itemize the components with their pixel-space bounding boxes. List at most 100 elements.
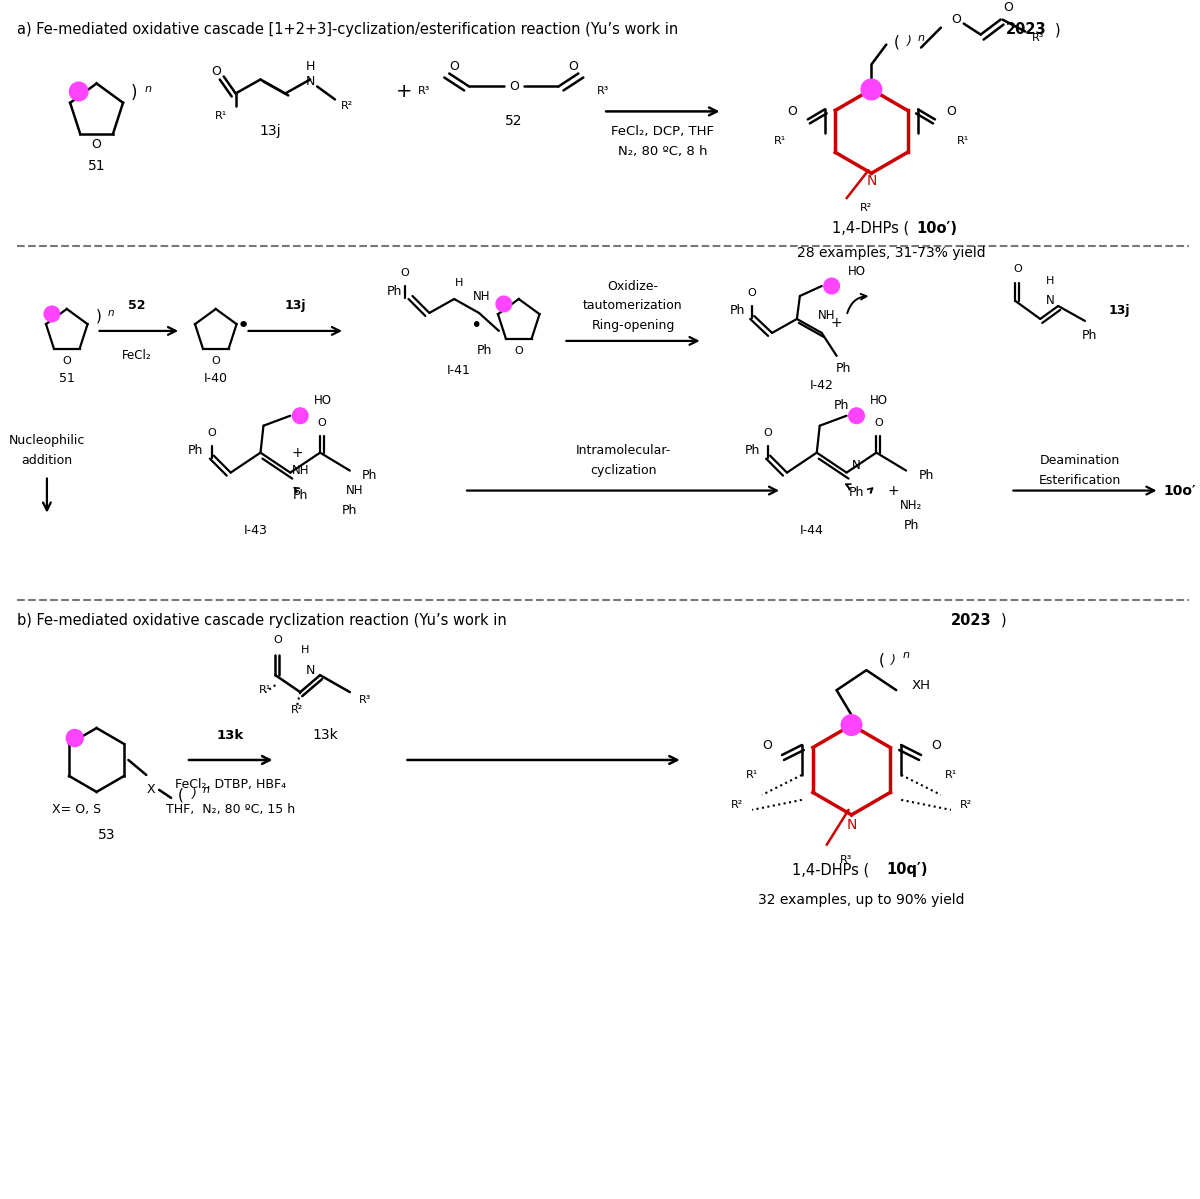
Text: O: O <box>211 356 220 366</box>
Text: HO: HO <box>314 394 332 408</box>
Text: Ph: Ph <box>1082 330 1098 343</box>
Text: O: O <box>208 428 216 438</box>
Text: H: H <box>1046 276 1055 287</box>
Circle shape <box>824 278 839 294</box>
Text: N: N <box>852 459 860 472</box>
Text: n: n <box>145 84 151 95</box>
Text: R²: R² <box>731 800 744 809</box>
Text: 53: 53 <box>97 827 115 842</box>
Text: R²: R² <box>341 102 353 112</box>
Text: +: + <box>396 82 413 101</box>
Text: R³: R³ <box>598 86 610 96</box>
Text: (: ( <box>878 652 884 668</box>
Text: I-41: I-41 <box>448 364 472 378</box>
Text: O: O <box>946 104 955 118</box>
Text: 13j: 13j <box>259 125 281 138</box>
Text: 13k: 13k <box>312 728 338 742</box>
Text: R¹: R¹ <box>259 685 271 695</box>
Text: Ph: Ph <box>848 486 864 499</box>
Text: H: H <box>301 645 310 655</box>
Text: Ph: Ph <box>362 469 378 482</box>
Text: O: O <box>515 345 523 356</box>
Text: N: N <box>1046 295 1055 307</box>
Text: ): ) <box>1001 613 1006 628</box>
Text: a) Fe-mediated oxidative cascade [1+2+3]-cyclization/esterification reaction (Yu: a) Fe-mediated oxidative cascade [1+2+3]… <box>17 22 683 37</box>
Text: Ph: Ph <box>342 504 358 517</box>
Text: I-43: I-43 <box>244 524 268 537</box>
Text: tautomerization: tautomerization <box>583 300 683 313</box>
Text: 13j: 13j <box>1109 305 1130 318</box>
Text: +: + <box>830 317 842 330</box>
Text: Ph: Ph <box>744 444 760 457</box>
Text: HO: HO <box>870 394 888 408</box>
Text: 13k: 13k <box>217 729 245 741</box>
Text: 52: 52 <box>127 300 145 313</box>
Text: 1,4-DHPs (: 1,4-DHPs ( <box>832 221 908 236</box>
Text: O: O <box>874 417 883 428</box>
Text: O: O <box>763 428 773 438</box>
Text: XH: XH <box>912 679 930 692</box>
Text: ): ) <box>890 653 895 667</box>
Text: O: O <box>950 13 961 26</box>
Text: X: X <box>146 783 156 796</box>
Text: 1,4-DHPs (: 1,4-DHPs ( <box>792 862 869 878</box>
Text: O: O <box>91 138 102 151</box>
Text: Ph: Ph <box>188 444 204 457</box>
Text: Ph: Ph <box>476 344 492 357</box>
Text: R¹: R¹ <box>956 137 968 146</box>
Text: 51: 51 <box>59 373 74 385</box>
Text: N: N <box>306 76 314 88</box>
Text: 10o′: 10o′ <box>1163 483 1195 498</box>
Text: NH: NH <box>346 484 364 498</box>
Text: Nucleophilic: Nucleophilic <box>8 434 85 447</box>
Text: R²: R² <box>860 203 872 213</box>
Text: 2023: 2023 <box>950 613 991 628</box>
Text: R¹: R¹ <box>746 770 758 779</box>
Text: FeCl₂: FeCl₂ <box>121 349 151 362</box>
Text: FeCl₂, DCP, THF: FeCl₂, DCP, THF <box>611 125 714 138</box>
Text: O: O <box>272 635 282 645</box>
Text: Ph: Ph <box>386 284 402 297</box>
Text: Esterification: Esterification <box>1039 474 1121 487</box>
Text: N: N <box>306 664 314 676</box>
Text: ): ) <box>96 308 102 324</box>
Text: N: N <box>866 174 876 188</box>
Text: Intramolecular-: Intramolecular- <box>576 444 671 457</box>
Text: 13j: 13j <box>284 300 306 313</box>
Text: R³: R³ <box>840 855 853 864</box>
Text: Ph: Ph <box>293 489 308 502</box>
Text: I-44: I-44 <box>800 524 823 537</box>
Text: HO: HO <box>847 265 865 277</box>
Text: 51: 51 <box>88 159 106 174</box>
Circle shape <box>862 79 881 100</box>
Text: O: O <box>449 60 460 73</box>
Text: O: O <box>211 65 221 78</box>
Text: O: O <box>1003 1 1014 14</box>
Text: O: O <box>318 417 326 428</box>
Text: 10o′): 10o′) <box>916 221 958 236</box>
Text: Ph: Ph <box>918 469 934 482</box>
Text: n: n <box>203 785 209 795</box>
Text: ): ) <box>131 84 138 102</box>
Text: N₂, 80 ºC, 8 h: N₂, 80 ºC, 8 h <box>618 145 708 158</box>
Text: +: + <box>888 483 905 498</box>
Text: 10q′): 10q′) <box>887 862 928 878</box>
Text: R³: R³ <box>419 86 431 96</box>
Circle shape <box>850 408 864 423</box>
Text: R³: R³ <box>359 695 371 705</box>
Text: (: ( <box>178 788 184 802</box>
Text: O: O <box>787 104 797 118</box>
Text: I-42: I-42 <box>810 379 834 392</box>
Text: b) Fe-mediated oxidative cascade ryclization reaction (Yu’s work in: b) Fe-mediated oxidative cascade rycliza… <box>17 613 511 628</box>
Text: •: • <box>236 315 251 336</box>
Text: N: N <box>846 818 857 832</box>
Text: THF,  N₂, 80 ºC, 15 h: THF, N₂, 80 ºC, 15 h <box>166 803 295 817</box>
Text: H: H <box>455 278 463 288</box>
Text: ): ) <box>192 789 197 801</box>
Text: O: O <box>400 269 409 278</box>
Text: 28 examples, 31-73% yield: 28 examples, 31-73% yield <box>797 246 985 260</box>
Text: R¹: R¹ <box>215 112 227 121</box>
Text: R²: R² <box>960 800 972 809</box>
Text: Oxidize-: Oxidize- <box>607 279 659 293</box>
Circle shape <box>44 307 59 321</box>
